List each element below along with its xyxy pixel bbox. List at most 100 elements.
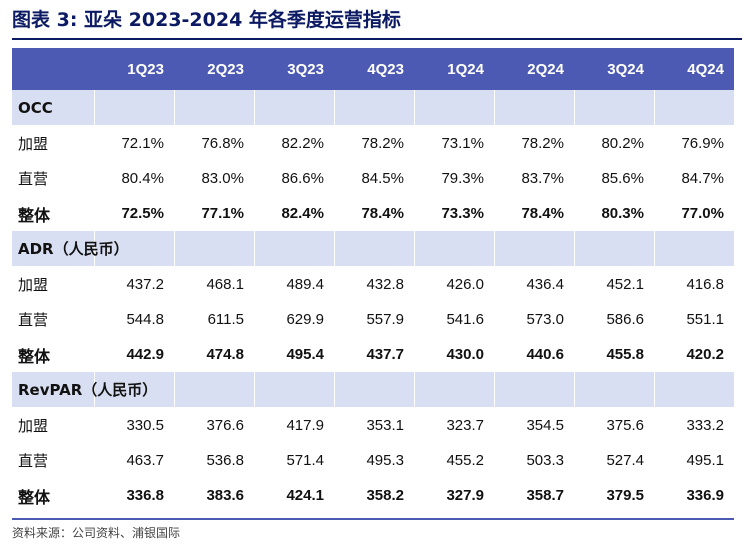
source-note: 资料来源：公司资料、浦银国际 (12, 526, 181, 540)
row-label: 加盟 (18, 417, 49, 435)
row-label: 整体 (18, 205, 51, 225)
section-header-row: OCC (12, 90, 734, 126)
table-cell: 629.9 (286, 311, 324, 328)
table-cell: 333.2 (686, 417, 724, 434)
table-cell: 330.5 (126, 417, 164, 434)
section-fill-cell (573, 231, 654, 267)
table-cell: 536.8 (206, 452, 244, 469)
table-cell: 82.2% (281, 135, 324, 152)
column-header: 3Q23 (254, 48, 334, 90)
section-fill-cell (333, 231, 414, 267)
section-fill-cell (93, 90, 174, 126)
table-cell: 77.1% (201, 205, 244, 222)
section-fill-cell (653, 372, 734, 408)
title-divider (12, 38, 742, 40)
table-cell: 442.9 (126, 346, 164, 363)
table-cell: 327.9 (446, 487, 484, 504)
column-header: 1Q24 (414, 48, 494, 90)
row-label: 整体 (18, 487, 51, 507)
table-cell: 84.5% (361, 170, 404, 187)
table-cell: 424.1 (286, 487, 324, 504)
column-header: 2Q23 (174, 48, 254, 90)
table-cell: 336.8 (126, 487, 164, 504)
table-row: 整体 336.8 383.6 424.1 358.2 327.9 358.7 379.5 336… (12, 478, 734, 513)
column-header: 4Q24 (654, 48, 734, 90)
table-cell: 503.3 (526, 452, 564, 469)
metrics-table: 1Q23 2Q23 3Q23 4Q23 1Q24 2Q24 3Q24 4Q24 … (12, 48, 734, 513)
table-row: 直营 544.8 611.5 629.9 557.9 541.6 573.0 586.6 551… (12, 302, 734, 337)
table-cell: 426.0 (446, 276, 484, 293)
table-cell: 78.4% (521, 205, 564, 222)
figure-title: 图表 3: 亚朵 2023-2024 年各季度运营指标 (12, 9, 401, 31)
column-header: 3Q24 (574, 48, 654, 90)
table-cell: 76.8% (201, 135, 244, 152)
table-cell: 323.7 (446, 417, 484, 434)
column-header: 4Q23 (334, 48, 414, 90)
table-bottom-rule (12, 518, 734, 520)
column-header: 2Q24 (494, 48, 574, 90)
section-fill-cell (413, 90, 494, 126)
section-fill-cell (493, 231, 574, 267)
table-row: 加盟 72.1% 76.8% 82.2% 78.2% 73.1% 78.2% 80.2% 76.… (12, 126, 734, 162)
section-fill-cell (333, 90, 414, 126)
section-fill-cell (173, 372, 254, 408)
section-header-row: RevPAR（人民币） (12, 372, 734, 408)
section-fill-cell (93, 231, 174, 267)
table-cell: 463.7 (126, 452, 164, 469)
row-label: 直营 (18, 170, 49, 188)
table-cell: 586.6 (606, 311, 644, 328)
table-cell: 354.5 (526, 417, 564, 434)
table-cell: 489.4 (286, 276, 324, 293)
table-row: 整体 442.9 474.8 495.4 437.7 430.0 440.6 455.8 420… (12, 337, 734, 372)
table-cell: 437.7 (366, 346, 404, 363)
table-body: OCC 加盟 72.1% 76.8% 82.2% 78.2% 73.1% 78.2% 80.2%… (12, 90, 734, 513)
table-cell: 383.6 (206, 487, 244, 504)
table-cell: 375.6 (606, 417, 644, 434)
section-fill-cell (93, 372, 174, 408)
table-row: 加盟 330.5 376.6 417.9 353.1 323.7 354.5 375.6 333… (12, 408, 734, 444)
table-cell: 80.4% (121, 170, 164, 187)
row-label: 整体 (18, 346, 51, 366)
table-cell: 455.2 (446, 452, 484, 469)
section-fill-cell (493, 372, 574, 408)
table-cell: 78.4% (361, 205, 404, 222)
table-cell: 432.8 (366, 276, 404, 293)
table-cell: 376.6 (206, 417, 244, 434)
header-corner (12, 48, 94, 90)
table-cell: 336.9 (686, 487, 724, 504)
row-label: 加盟 (18, 135, 49, 153)
table-cell: 611.5 (207, 311, 244, 328)
table-cell: 544.8 (126, 311, 164, 328)
table-cell: 379.5 (606, 487, 644, 504)
table-cell: 557.9 (366, 311, 404, 328)
table-row: 加盟 437.2 468.1 489.4 432.8 426.0 436.4 452.1 416… (12, 267, 734, 303)
table-cell: 436.4 (526, 276, 564, 293)
table-cell: 82.4% (281, 205, 324, 222)
table-cell: 73.1% (441, 135, 484, 152)
table-cell: 495.1 (686, 452, 724, 469)
table-cell: 72.1% (121, 135, 164, 152)
table-cell: 527.4 (606, 452, 644, 469)
section-title: ADR（人民币） (12, 231, 129, 267)
table-cell: 417.9 (286, 417, 324, 434)
table-cell: 495.4 (286, 346, 324, 363)
table-cell: 420.2 (686, 346, 724, 363)
table-cell: 437.2 (126, 276, 164, 293)
table-cell: 430.0 (446, 346, 484, 363)
column-header: 1Q23 (94, 48, 174, 90)
table-cell: 571.4 (286, 452, 324, 469)
table-cell: 76.9% (681, 135, 724, 152)
table-cell: 78.2% (361, 135, 404, 152)
section-fill-cell (253, 90, 334, 126)
table-cell: 573.0 (526, 311, 564, 328)
section-fill-cell (413, 372, 494, 408)
table-cell: 455.8 (606, 346, 644, 363)
section-fill-cell (413, 231, 494, 267)
table-cell: 353.1 (366, 417, 404, 434)
section-fill-cell (253, 231, 334, 267)
table-cell: 80.2% (601, 135, 644, 152)
section-title: OCC (12, 90, 94, 126)
section-fill-cell (653, 231, 734, 267)
table-cell: 495.3 (366, 452, 404, 469)
section-header-row: ADR（人民币） (12, 231, 734, 267)
